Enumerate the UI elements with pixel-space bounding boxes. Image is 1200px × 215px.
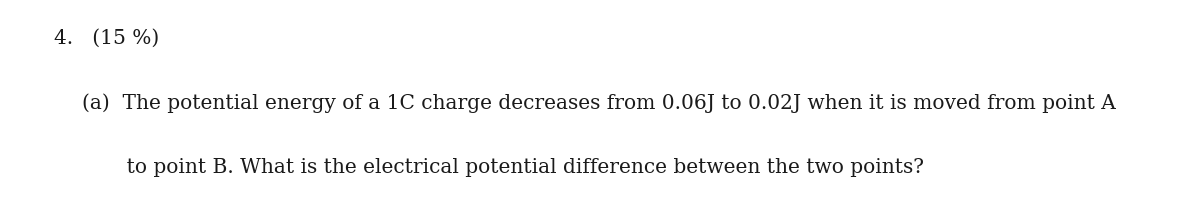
Text: to point B. What is the electrical potential difference between the two points?: to point B. What is the electrical poten… [82,158,924,177]
Text: (a)  The potential energy of a 1C charge decreases from 0.06J to 0.02J when it i: (a) The potential energy of a 1C charge … [82,93,1116,113]
Text: 4.   (15 %): 4. (15 %) [54,29,160,48]
